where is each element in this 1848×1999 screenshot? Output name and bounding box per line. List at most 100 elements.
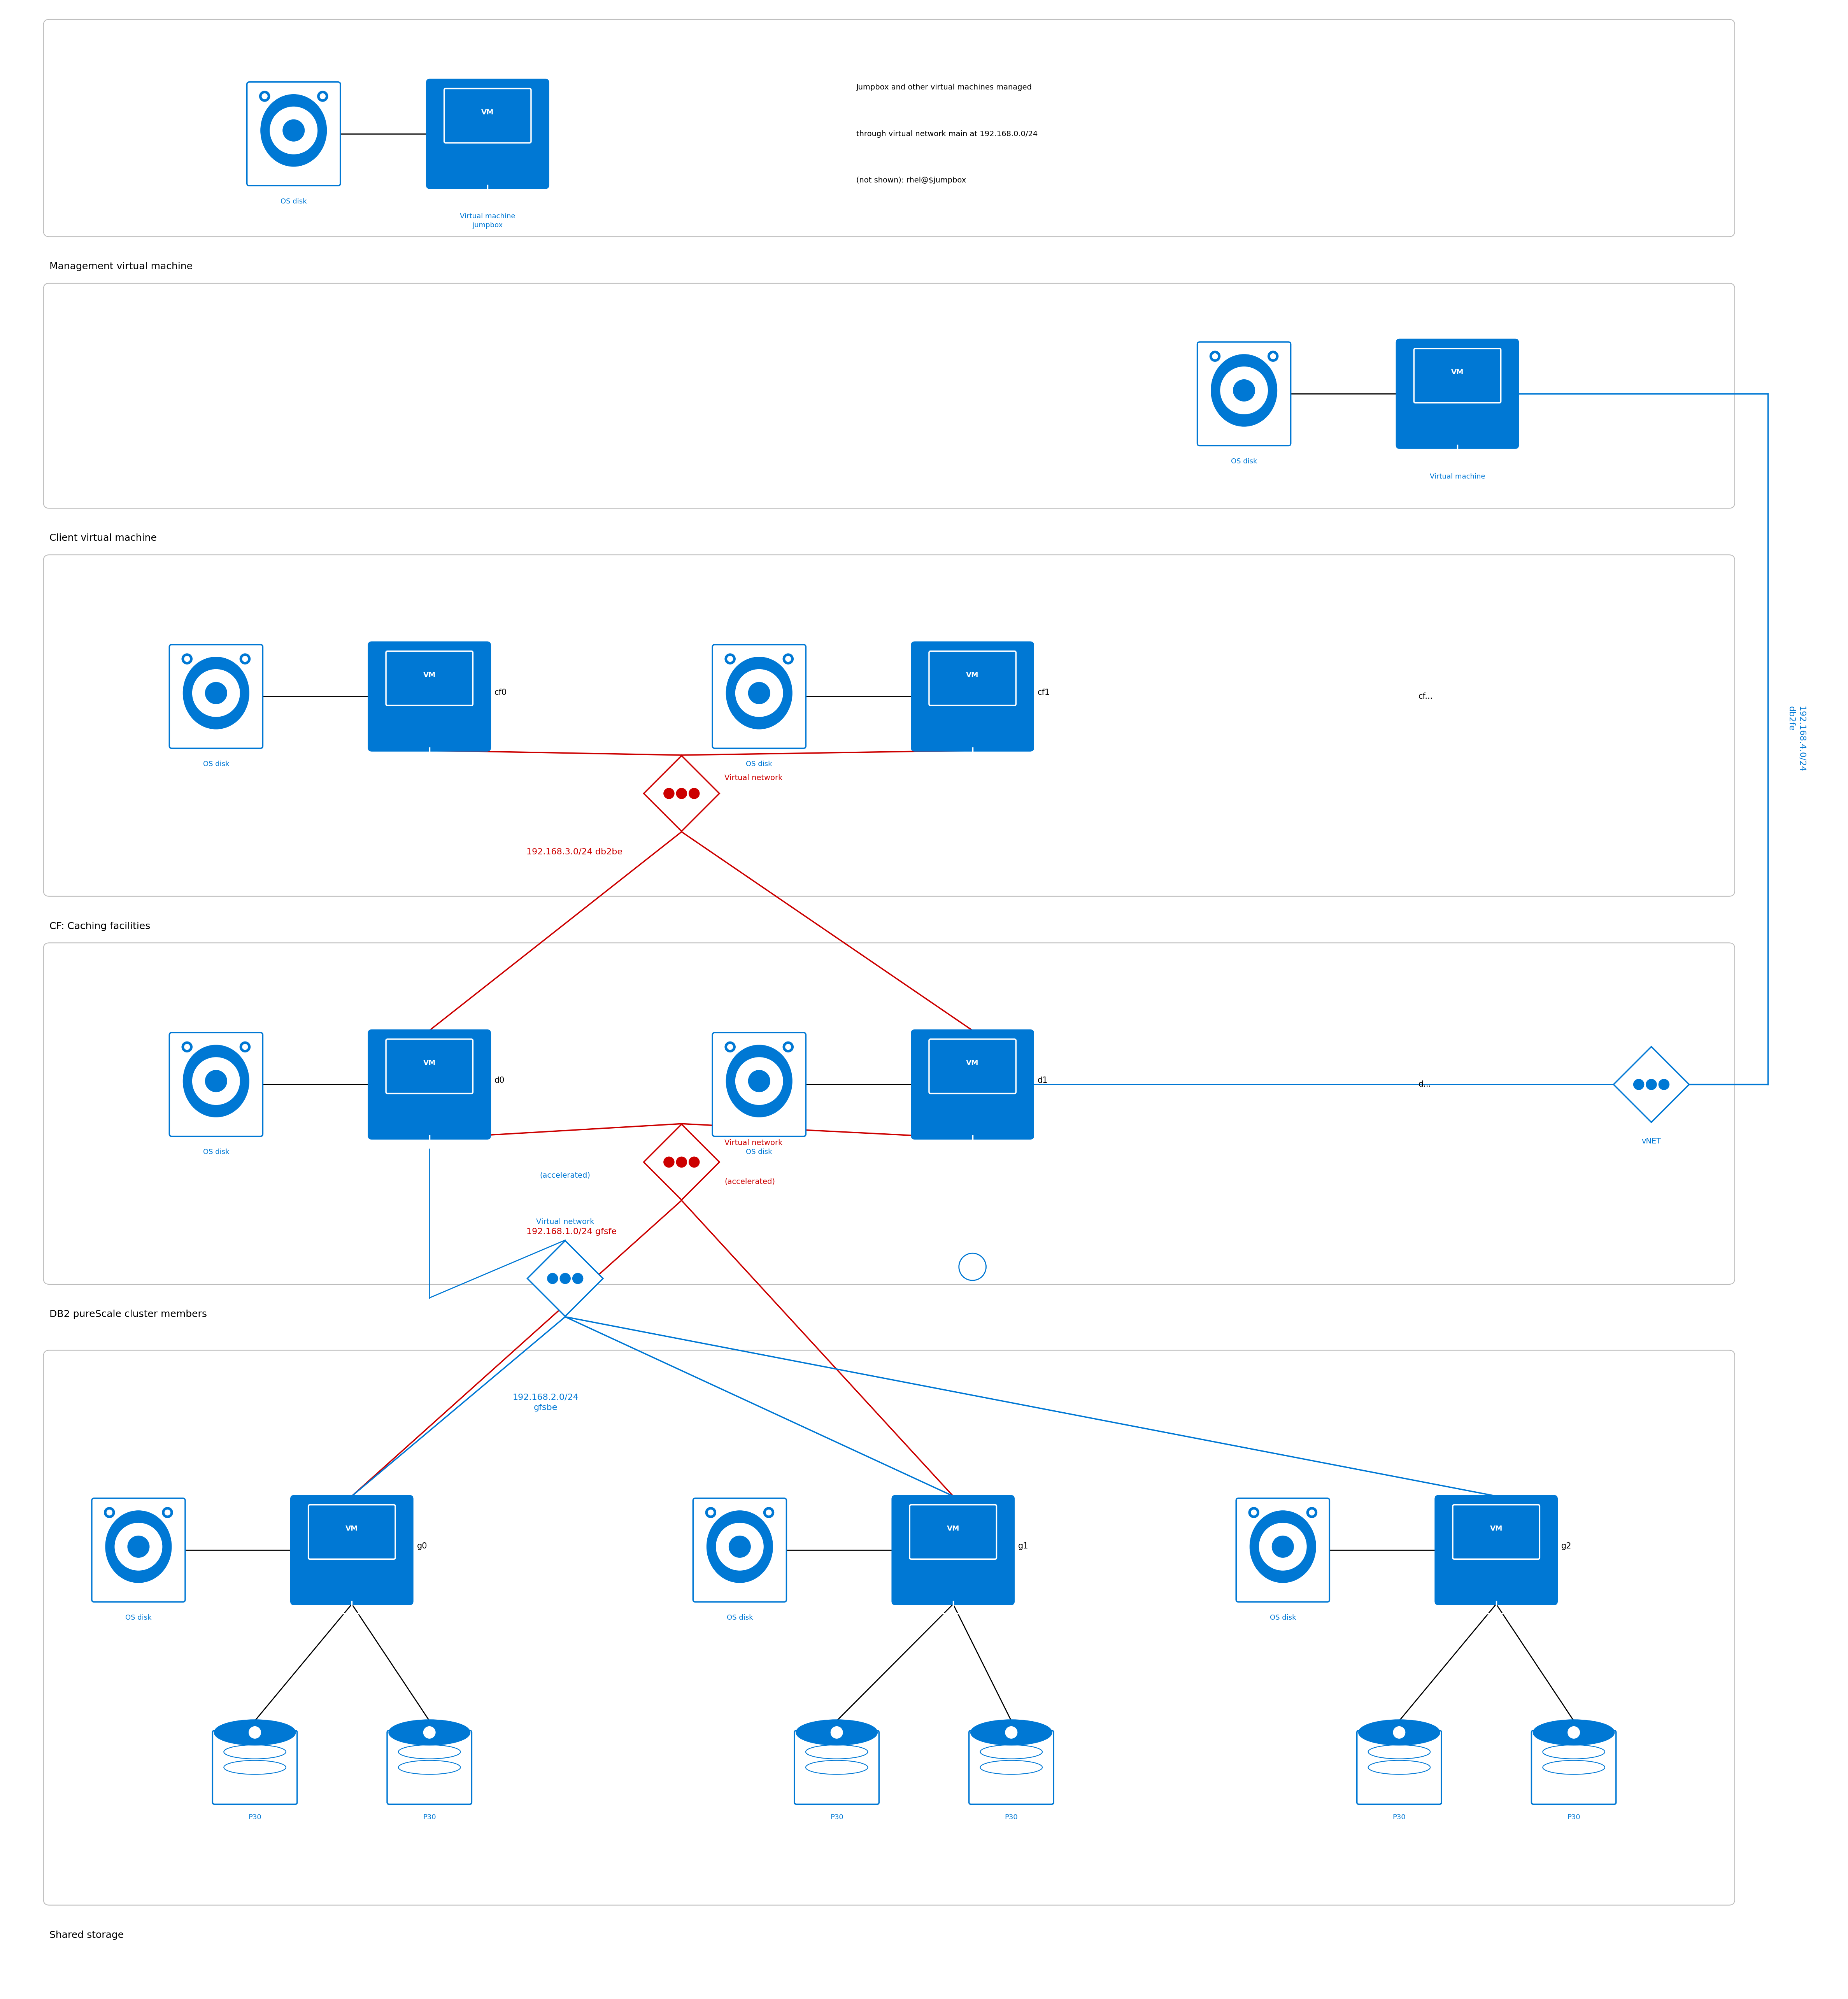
Text: OS disk: OS disk (747, 1149, 772, 1155)
Text: 192.168.3.0/24 db2be: 192.168.3.0/24 db2be (527, 848, 623, 856)
Text: d1: d1 (1039, 1077, 1048, 1085)
Circle shape (547, 1273, 558, 1283)
Text: (accelerated): (accelerated) (540, 1171, 591, 1179)
FancyBboxPatch shape (911, 642, 1035, 752)
Circle shape (1220, 366, 1268, 414)
FancyBboxPatch shape (1236, 1497, 1329, 1601)
Ellipse shape (726, 1045, 793, 1117)
Circle shape (1634, 1079, 1645, 1089)
Text: Virtual network: Virtual network (536, 1217, 595, 1225)
Text: CF: Caching facilities: CF: Caching facilities (50, 922, 150, 932)
FancyBboxPatch shape (1356, 1731, 1441, 1805)
Circle shape (663, 788, 675, 800)
Text: DB2 pureScale cluster members: DB2 pureScale cluster members (50, 1309, 207, 1319)
Text: OS disk: OS disk (126, 1613, 152, 1621)
FancyBboxPatch shape (368, 1029, 492, 1139)
Text: 192.168.2.0/24
gfsbe: 192.168.2.0/24 gfsbe (512, 1393, 578, 1411)
FancyBboxPatch shape (44, 284, 1735, 508)
Circle shape (1212, 354, 1218, 360)
Circle shape (1268, 350, 1279, 362)
Circle shape (283, 120, 305, 142)
Ellipse shape (1249, 1511, 1316, 1583)
Circle shape (663, 1157, 675, 1167)
Ellipse shape (214, 1719, 296, 1745)
FancyBboxPatch shape (386, 1731, 471, 1805)
Ellipse shape (970, 1719, 1052, 1745)
Ellipse shape (726, 658, 793, 730)
FancyBboxPatch shape (170, 644, 262, 748)
FancyBboxPatch shape (713, 644, 806, 748)
Text: (not shown): rhel@$jumpbox: (not shown): rhel@$jumpbox (856, 176, 967, 184)
Circle shape (181, 654, 192, 664)
FancyBboxPatch shape (1434, 1495, 1558, 1605)
Circle shape (192, 670, 240, 718)
Text: 192.168.1.0/24 gfsfe: 192.168.1.0/24 gfsfe (527, 1227, 617, 1235)
Text: P30: P30 (423, 1813, 436, 1821)
Text: Virtual network: Virtual network (724, 774, 782, 782)
Text: OS disk: OS disk (203, 760, 229, 768)
Circle shape (765, 1509, 772, 1515)
Text: cf1: cf1 (1039, 690, 1050, 696)
Ellipse shape (105, 1511, 172, 1583)
Circle shape (205, 1069, 227, 1091)
FancyBboxPatch shape (44, 20, 1735, 236)
Text: d0: d0 (495, 1077, 505, 1085)
Circle shape (240, 1041, 251, 1051)
FancyBboxPatch shape (713, 1033, 806, 1135)
Text: Jumpbox and other virtual machines managed: Jumpbox and other virtual machines manag… (856, 84, 1031, 92)
Circle shape (164, 1509, 170, 1515)
Text: Shared storage: Shared storage (50, 1931, 124, 1939)
Text: VM: VM (1451, 370, 1464, 376)
Text: d...: d... (1419, 1081, 1432, 1087)
FancyBboxPatch shape (92, 1497, 185, 1601)
Ellipse shape (183, 658, 249, 730)
Circle shape (1308, 1509, 1314, 1515)
Circle shape (192, 1057, 240, 1105)
Circle shape (1658, 1079, 1669, 1089)
Text: VM: VM (1489, 1525, 1502, 1531)
Text: 192.168.4.0/24
db2fe: 192.168.4.0/24 db2fe (1787, 706, 1805, 772)
Circle shape (748, 1069, 771, 1091)
Circle shape (240, 654, 251, 664)
Circle shape (242, 1043, 248, 1049)
FancyBboxPatch shape (922, 1515, 985, 1549)
Circle shape (715, 1523, 763, 1571)
Circle shape (676, 788, 687, 800)
FancyBboxPatch shape (44, 556, 1735, 896)
Text: Virtual machine: Virtual machine (1430, 474, 1486, 480)
Circle shape (959, 1253, 987, 1281)
Circle shape (262, 94, 268, 100)
Circle shape (242, 656, 248, 662)
Text: P30: P30 (1393, 1813, 1406, 1821)
Circle shape (1307, 1507, 1318, 1517)
Circle shape (1258, 1523, 1307, 1571)
Circle shape (249, 1727, 261, 1739)
Text: P30: P30 (1567, 1813, 1580, 1821)
Text: (accelerated): (accelerated) (724, 1177, 774, 1185)
FancyBboxPatch shape (891, 1495, 1015, 1605)
Text: VM: VM (946, 1525, 959, 1531)
Circle shape (785, 656, 791, 662)
FancyBboxPatch shape (397, 662, 460, 696)
Ellipse shape (1358, 1719, 1440, 1745)
Text: P30: P30 (248, 1813, 261, 1821)
Ellipse shape (796, 1719, 878, 1745)
Circle shape (676, 1157, 687, 1167)
FancyBboxPatch shape (44, 944, 1735, 1283)
Text: VM: VM (480, 108, 493, 116)
Circle shape (782, 1041, 793, 1051)
Ellipse shape (261, 94, 327, 166)
Circle shape (423, 1727, 436, 1739)
Text: P30: P30 (830, 1813, 843, 1821)
FancyBboxPatch shape (427, 78, 549, 190)
Circle shape (318, 90, 329, 102)
FancyBboxPatch shape (1464, 1515, 1528, 1549)
Polygon shape (527, 1241, 602, 1315)
FancyBboxPatch shape (795, 1731, 880, 1805)
Text: VM: VM (967, 672, 979, 678)
Circle shape (1233, 380, 1255, 402)
Circle shape (1567, 1727, 1580, 1739)
FancyBboxPatch shape (290, 1495, 414, 1605)
Circle shape (185, 1043, 190, 1049)
Circle shape (689, 1157, 700, 1167)
